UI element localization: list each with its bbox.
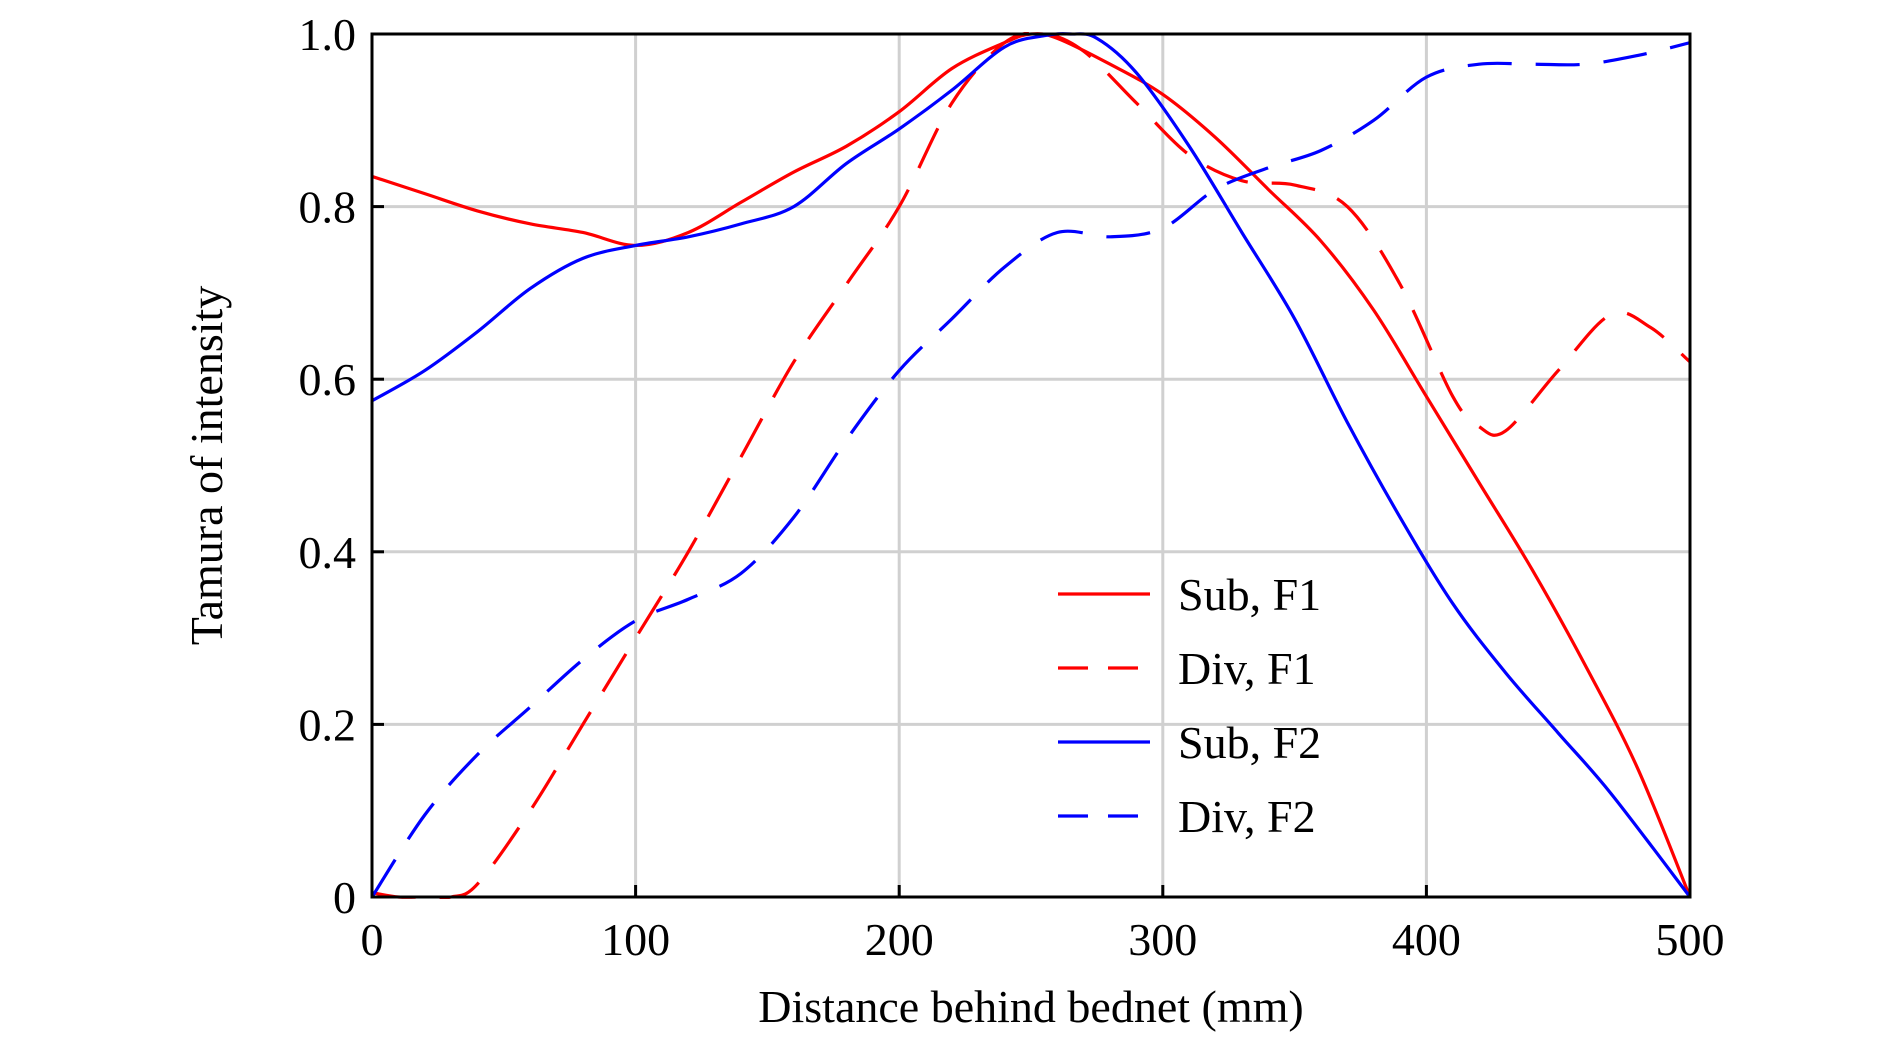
- series-line-4: [372, 41, 1690, 898]
- x-tick-label: 200: [865, 914, 934, 965]
- tick-labels: 0 100 200 300 400 500 0 0.2 0.4 0.6 0.8 1.0: [299, 9, 1725, 965]
- x-axis-title: Distance behind bednet (mm): [758, 981, 1303, 1032]
- y-tick-label: 0: [333, 872, 356, 923]
- tick-marks: [370, 32, 1692, 899]
- legend-label-4: Div, F2: [1178, 791, 1316, 842]
- y-tick-label: 1.0: [299, 9, 357, 60]
- legend-label-3: Sub, F2: [1178, 717, 1321, 768]
- plot-frame: [370, 32, 1692, 899]
- x-tick-label: 500: [1656, 914, 1725, 965]
- y-tick-label: 0.4: [299, 527, 357, 578]
- y-tick-label: 0.8: [299, 182, 357, 233]
- x-tick-label: 300: [1128, 914, 1197, 965]
- x-tick-label: 0: [361, 914, 384, 965]
- legend-label-2: Div, F1: [1178, 643, 1316, 694]
- x-tick-label: 100: [601, 914, 670, 965]
- series-line-2: [372, 32, 1690, 899]
- y-tick-label: 0.6: [299, 354, 357, 405]
- x-tick-label: 400: [1392, 914, 1461, 965]
- y-tick-label: 0.2: [299, 699, 357, 750]
- series-line-1: [372, 32, 1690, 898]
- y-axis-title: Tamura of intensity: [181, 286, 232, 646]
- legend: Sub, F1 Div, F1 Sub, F2 Div, F2: [1058, 569, 1321, 842]
- gridlines: [372, 34, 1690, 897]
- legend-label-1: Sub, F1: [1178, 569, 1321, 620]
